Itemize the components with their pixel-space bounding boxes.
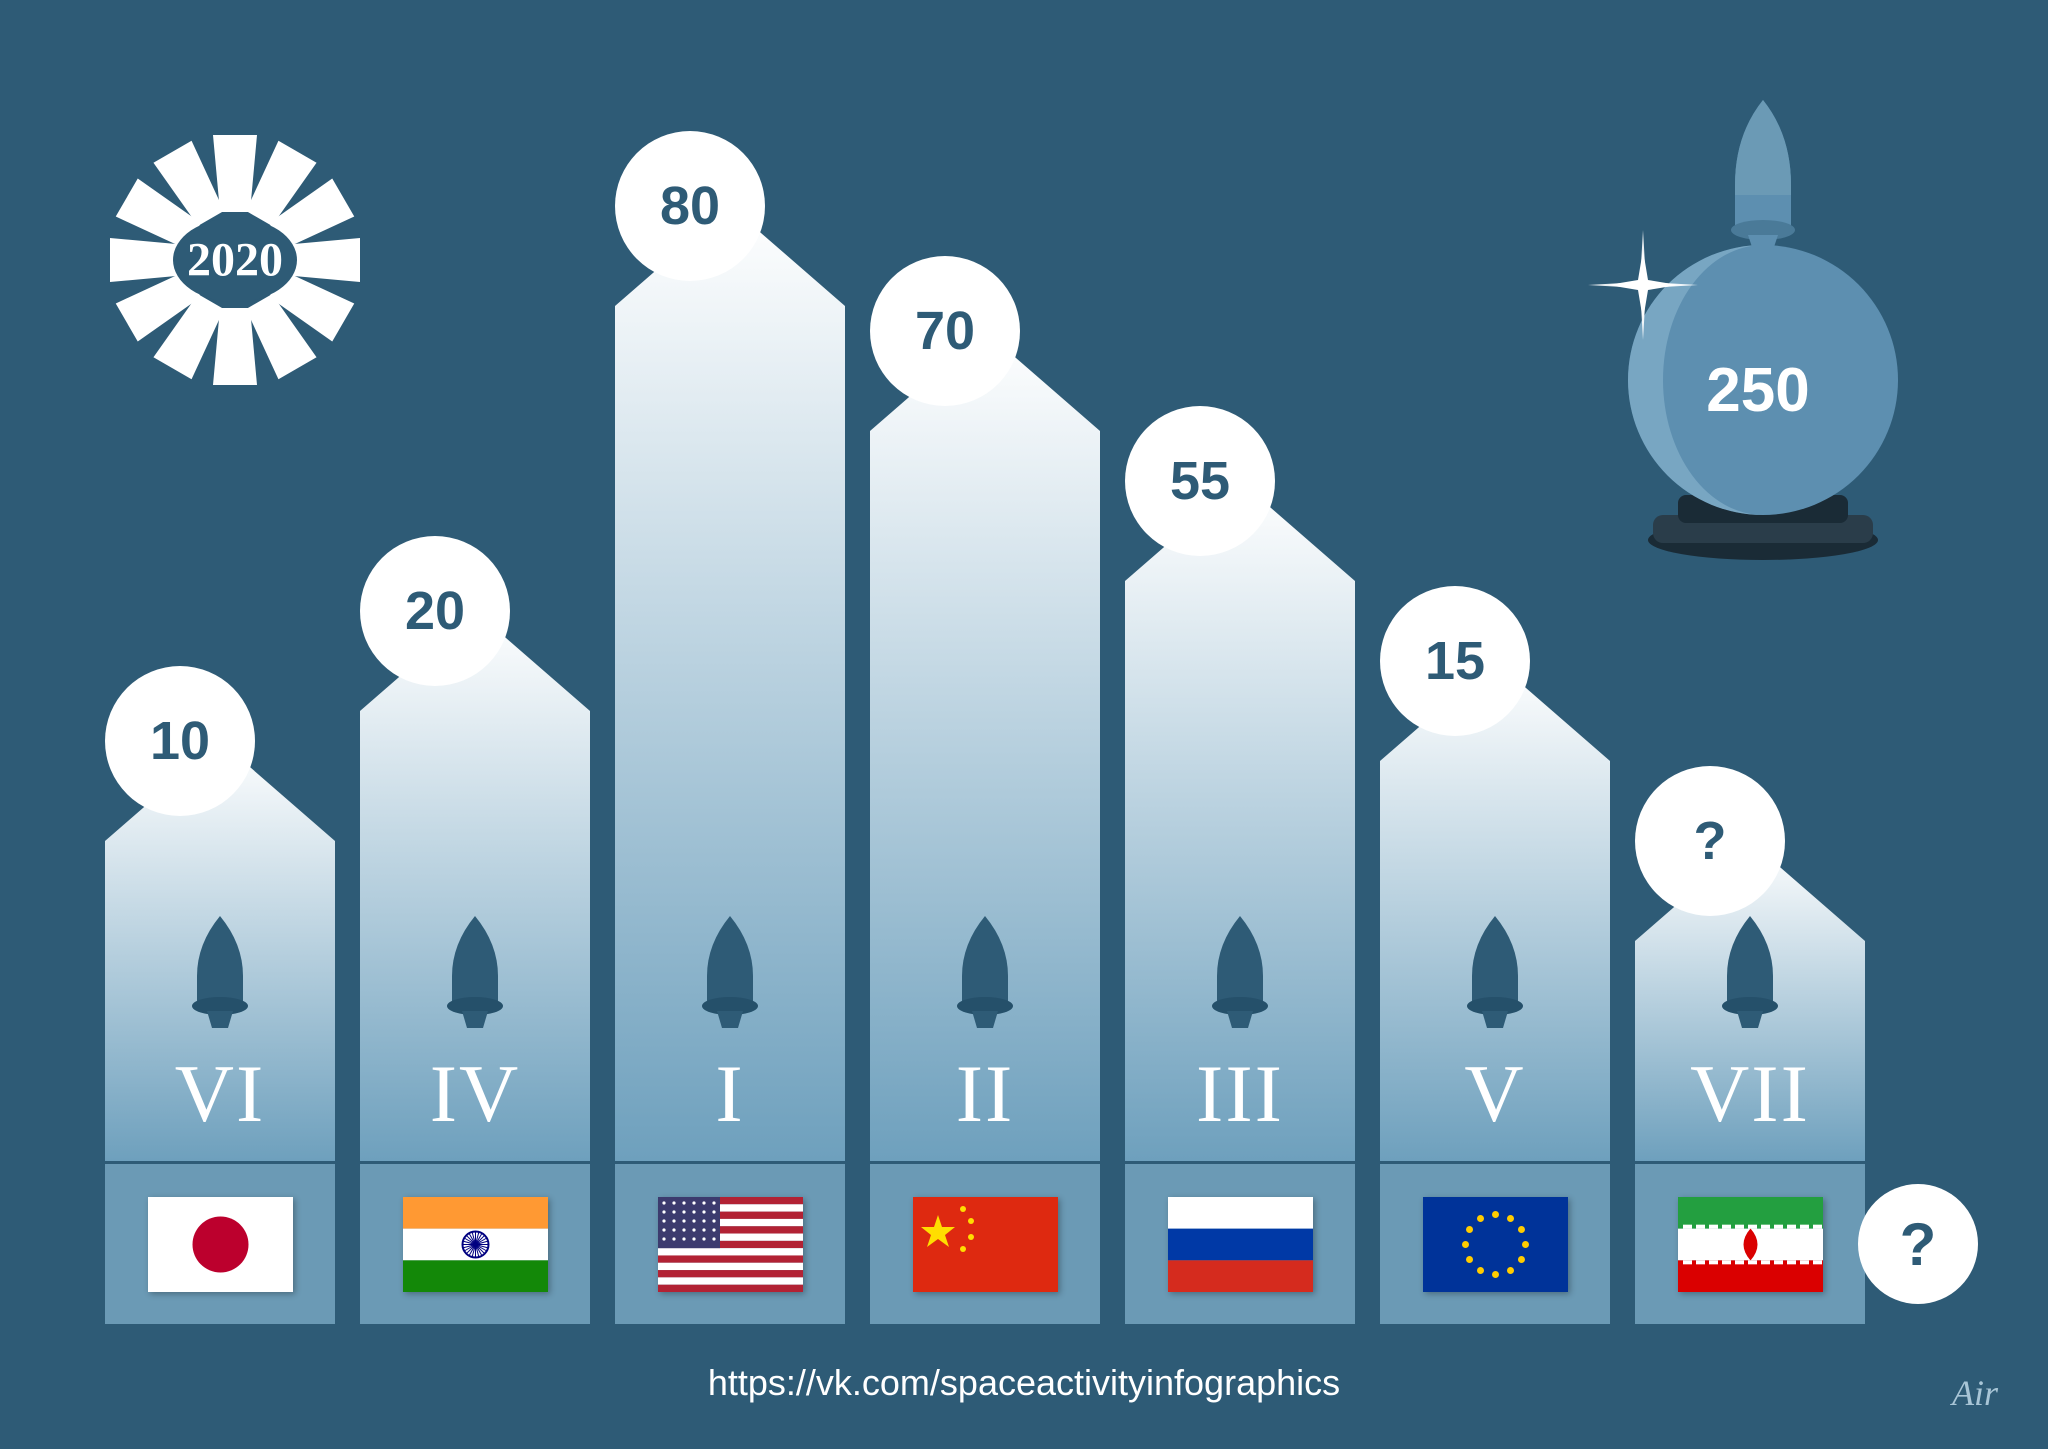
roman-numeral: VII: [1690, 1047, 1810, 1141]
flag-russia-icon: [1168, 1197, 1313, 1292]
bar-column: ? VII: [1635, 841, 1865, 1161]
bar-column: 55 III: [1125, 481, 1355, 1161]
roman-numeral: II: [956, 1047, 1015, 1141]
mystery-badge: ?: [1858, 1184, 1978, 1304]
flag-eu-icon: [1423, 1197, 1568, 1292]
rocket-icon: [946, 916, 1024, 1036]
roman-numeral: IV: [430, 1047, 521, 1141]
flag-usa-icon: [658, 1197, 803, 1292]
rocket-icon: [181, 916, 259, 1036]
bar-column: 20 IV: [360, 611, 590, 1161]
roman-numeral: V: [1464, 1047, 1525, 1141]
bar-column: 15 V: [1380, 661, 1610, 1161]
flag-box: [615, 1164, 845, 1324]
rocket-icon: [1711, 916, 1789, 1036]
bar-column: 70 II: [870, 331, 1100, 1161]
flag-china-icon: [913, 1197, 1058, 1292]
bar-unit: 70 II: [870, 331, 1100, 1324]
flag-india-icon: [403, 1197, 548, 1292]
bar-column: 80 I: [615, 206, 845, 1161]
bar-unit: 10 VI: [105, 741, 335, 1324]
flag-box: [1635, 1164, 1865, 1324]
footer-link[interactable]: https://vk.com/spaceactivityinfographics: [708, 1362, 1340, 1404]
bar-column: 10 VI: [105, 741, 335, 1161]
rocket-icon: [436, 916, 514, 1036]
roman-numeral: I: [715, 1047, 744, 1141]
value-circle: 15: [1380, 586, 1530, 736]
bar-unit: 80 I: [615, 206, 845, 1324]
signature: Air: [1952, 1372, 1998, 1414]
rocket-icon: [691, 916, 769, 1036]
flag-box: [870, 1164, 1100, 1324]
rocket-icon: [1456, 916, 1534, 1036]
total-value: 250: [1706, 355, 1809, 426]
value-circle: 80: [615, 131, 765, 281]
flag-box: [105, 1164, 335, 1324]
flag-japan-icon: [148, 1197, 293, 1292]
value-circle: 70: [870, 256, 1020, 406]
flag-box: [360, 1164, 590, 1324]
mystery-label: ?: [1900, 1210, 1937, 1279]
bar-unit: 20 IV: [360, 611, 590, 1324]
bar-unit: 55 III: [1125, 481, 1355, 1324]
flag-iran-icon: [1678, 1197, 1823, 1292]
value-circle: ?: [1635, 766, 1785, 916]
value-circle: 10: [105, 666, 255, 816]
bars-container: 10 VI20 IV 80: [105, 206, 1865, 1324]
arrow-bar: [870, 331, 1100, 1161]
flag-box: [1380, 1164, 1610, 1324]
value-circle: 20: [360, 536, 510, 686]
flag-box: [1125, 1164, 1355, 1324]
year-label: 2020: [187, 233, 283, 288]
bar-unit: ? VII: [1635, 841, 1865, 1324]
value-circle: 55: [1125, 406, 1275, 556]
roman-numeral: III: [1196, 1047, 1284, 1141]
rocket-icon: [1201, 916, 1279, 1036]
roman-numeral: VI: [175, 1047, 266, 1141]
bar-unit: 15 V: [1380, 661, 1610, 1324]
